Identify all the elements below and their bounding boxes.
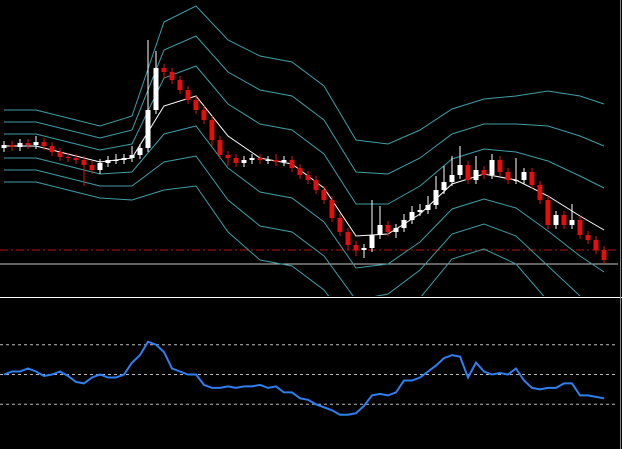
candle-body bbox=[17, 143, 23, 147]
candle-body bbox=[313, 180, 319, 190]
candle-body bbox=[433, 190, 439, 205]
candle-body bbox=[353, 245, 359, 250]
band-line bbox=[4, 35, 605, 175]
candle-body bbox=[377, 225, 383, 235]
candle-body bbox=[337, 218, 343, 232]
candle-body bbox=[513, 180, 519, 181]
band-line bbox=[4, 181, 545, 296]
candle-body bbox=[553, 215, 559, 225]
candle-body bbox=[545, 200, 551, 225]
candle-body bbox=[25, 143, 31, 145]
candle-body bbox=[209, 120, 215, 140]
candle-body bbox=[321, 190, 327, 200]
candle-body bbox=[593, 240, 599, 250]
candle-body bbox=[225, 155, 231, 158]
candle-body bbox=[289, 160, 295, 168]
candle-body bbox=[329, 200, 335, 218]
candle-body bbox=[73, 158, 79, 160]
candle-body bbox=[233, 158, 239, 163]
candle-body bbox=[345, 232, 351, 245]
candle-body bbox=[137, 148, 143, 155]
candle-body bbox=[265, 160, 271, 161]
candle-body bbox=[521, 172, 527, 180]
candle-body bbox=[489, 160, 495, 175]
candle-body bbox=[465, 165, 471, 180]
oscillator-line bbox=[3, 340, 605, 416]
candle-body bbox=[9, 145, 15, 147]
candle-body bbox=[561, 215, 567, 225]
candle-body bbox=[153, 68, 159, 110]
candle-body bbox=[361, 248, 367, 250]
candle-body bbox=[281, 160, 287, 162]
candle-body bbox=[57, 152, 63, 157]
oscillator-panel bbox=[0, 340, 618, 416]
candle-body bbox=[369, 235, 375, 248]
candle-body bbox=[601, 250, 607, 260]
candle-body bbox=[449, 175, 455, 182]
candle-body bbox=[161, 68, 167, 72]
candle-body bbox=[497, 160, 503, 172]
band-line bbox=[4, 5, 605, 145]
band-line bbox=[4, 65, 605, 205]
candle-body bbox=[105, 160, 111, 163]
candle-body bbox=[257, 158, 263, 160]
candle-body bbox=[273, 160, 279, 162]
band-line bbox=[4, 125, 605, 273]
candle-body bbox=[1, 145, 7, 148]
candle-body bbox=[201, 110, 207, 120]
candle-body bbox=[129, 155, 135, 158]
candle-body bbox=[65, 157, 71, 158]
candle-body bbox=[305, 175, 311, 180]
candle-body bbox=[297, 168, 303, 175]
candle-body bbox=[481, 170, 487, 175]
candle-body bbox=[537, 185, 543, 200]
candle-body bbox=[425, 205, 431, 210]
candle-body bbox=[585, 235, 591, 240]
candle-body bbox=[193, 100, 199, 110]
candle-body bbox=[569, 220, 575, 225]
candle-body bbox=[169, 72, 175, 80]
candle-body bbox=[441, 182, 447, 190]
candle-body bbox=[177, 80, 183, 90]
price-panel bbox=[0, 5, 618, 296]
candle-body bbox=[409, 212, 415, 220]
candle-body bbox=[417, 210, 423, 212]
candle-body bbox=[473, 170, 479, 180]
candle-body bbox=[81, 160, 87, 165]
candle-body bbox=[249, 158, 255, 160]
candle-body bbox=[577, 220, 583, 235]
candle-body bbox=[97, 163, 103, 170]
candle-body bbox=[49, 146, 55, 152]
candle-body bbox=[241, 160, 247, 163]
candle-body bbox=[33, 142, 39, 145]
candle-body bbox=[185, 90, 191, 100]
candle-body bbox=[529, 172, 535, 185]
candle-body bbox=[505, 172, 511, 180]
candle-body bbox=[385, 225, 391, 232]
candle-body bbox=[121, 158, 127, 160]
candle-body bbox=[145, 110, 151, 148]
band-line bbox=[4, 155, 581, 296]
candle-body bbox=[401, 220, 407, 228]
candle-body bbox=[393, 228, 399, 232]
candle-body bbox=[89, 165, 95, 170]
candle-body bbox=[113, 160, 119, 161]
candle-body bbox=[217, 140, 223, 155]
candle-body bbox=[457, 165, 463, 175]
candle-body bbox=[41, 142, 47, 146]
